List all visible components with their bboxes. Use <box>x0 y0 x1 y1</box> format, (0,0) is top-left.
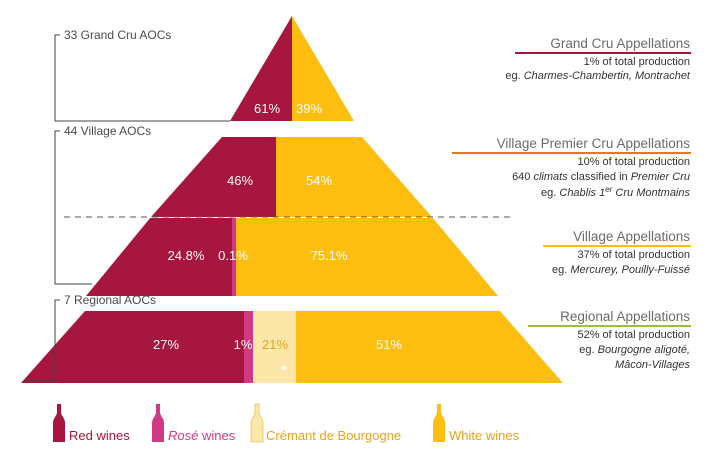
white-wine-bottle-icon <box>433 404 445 442</box>
grand-cru-appellation-line: 1% of total production <box>584 56 690 68</box>
legend-cremant: Crémant de Bourgogne <box>266 428 401 443</box>
tier-premier-cru <box>151 137 432 217</box>
premier-cru-appellation: Village Premier Cru Appellations 10% of … <box>452 136 691 199</box>
regional-appellation-line: 52% of total production <box>577 329 690 341</box>
regional-tier-label: 7 Regional AOCs <box>64 293 156 307</box>
red-wine-bottle-icon <box>53 404 65 442</box>
regional-cremant-segment <box>253 311 296 383</box>
village-tier-label: 44 Village AOCs <box>64 124 151 138</box>
regional-appellation-line: eg. Bourgogne aligoté, <box>579 344 690 356</box>
regional-appellation-line: Mâcon-Villages <box>615 359 691 371</box>
village-rose-segment <box>232 218 236 296</box>
cremant-bottle-icon <box>250 403 264 443</box>
premier-cru-appellation-title: Village Premier Cru Appellations <box>497 136 691 151</box>
village-white-pct: 75.1% <box>311 248 348 263</box>
premier-cru-appellation-line: eg. Chablis 1er Cru Montmains <box>541 185 690 200</box>
premier-cru-white-pct: 54% <box>306 173 332 188</box>
tier-grand-cru <box>230 16 354 121</box>
legend-rose-wines: Rosé wines <box>168 428 236 443</box>
grand-cru-white-pct: 39% <box>296 101 322 116</box>
grand-cru-appellation-line: eg. Charmes-Chambertin, Montrachet <box>505 70 691 82</box>
regional-rose-segment <box>244 311 253 383</box>
premier-cru-white-segment <box>276 137 432 217</box>
premier-cru-appellation-line: 640 climats classified in Premier Cru <box>512 171 690 183</box>
village-appellation-line: 37% of total production <box>577 249 690 261</box>
regional-red-pct: 27% <box>153 337 179 352</box>
regional-cremant-pct: 21% <box>262 337 288 352</box>
regional-appellation-title: Regional Appellations <box>560 309 690 324</box>
village-red-pct: 24.8% <box>168 248 205 263</box>
grand-cru-bracket <box>54 34 230 122</box>
grand-cru-appellation: Grand Cru Appellations 1% of total produ… <box>505 36 691 82</box>
bubble-decoration <box>281 365 287 371</box>
grand-cru-red-pct: 61% <box>254 101 280 116</box>
regional-bracket <box>24 299 60 381</box>
tier-village <box>86 218 498 296</box>
regional-red-segment <box>21 311 244 383</box>
bubble-decoration <box>268 348 272 352</box>
regional-white-pct: 51% <box>376 337 402 352</box>
legend: Red wines Rosé wines Crémant de Bourgogn… <box>53 403 520 443</box>
village-appellation-line: eg. Mercurey, Pouilly-Fuissé <box>552 264 690 276</box>
legend-red-wines: Red wines <box>69 428 130 443</box>
premier-cru-red-pct: 46% <box>227 173 253 188</box>
regional-appellation: Regional Appellations 52% of total produ… <box>528 309 691 371</box>
village-white-segment <box>236 218 498 296</box>
village-appellation-title: Village Appellations <box>573 229 690 244</box>
legend-white-wines: White wines <box>449 428 520 443</box>
village-red-segment <box>86 218 232 296</box>
rose-wine-bottle-icon <box>152 404 164 442</box>
grand-cru-tier-label: 33 Grand Cru AOCs <box>64 28 171 42</box>
regional-white-segment <box>296 311 563 383</box>
village-rose-pct: 0.1% <box>218 248 248 263</box>
regional-rose-pct: 1% <box>234 337 253 352</box>
premier-cru-red-segment <box>151 137 276 217</box>
tier-regional <box>21 311 563 383</box>
village-appellation: Village Appellations 37% of total produc… <box>543 229 691 276</box>
village-bracket <box>54 130 92 285</box>
grand-cru-appellation-title: Grand Cru Appellations <box>550 36 690 51</box>
premier-cru-appellation-line: 10% of total production <box>577 156 690 168</box>
